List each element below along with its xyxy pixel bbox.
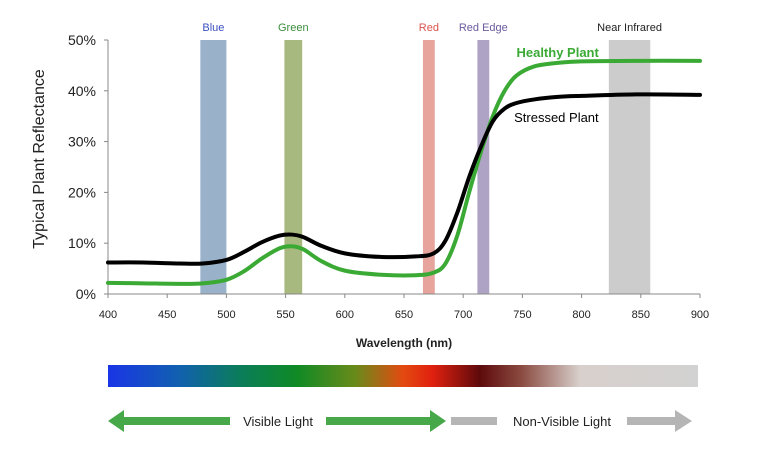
x-axis-label: Wavelength (nm) bbox=[356, 336, 452, 350]
band-label-red: Red bbox=[419, 22, 439, 34]
x-tick-label: 800 bbox=[572, 309, 590, 321]
spectrum-bar bbox=[108, 365, 698, 387]
band-red-edge bbox=[477, 40, 490, 294]
visible-arrow-shaft-left bbox=[122, 417, 230, 425]
nonvisible-arrow-shaft-left bbox=[451, 417, 497, 425]
visible-arrow-shaft-right bbox=[326, 417, 432, 425]
visible-light-label: Visible Light bbox=[243, 414, 313, 429]
y-tick-label: 30% bbox=[68, 134, 96, 150]
y-tick-label: 50% bbox=[68, 32, 96, 48]
band-green bbox=[284, 40, 303, 294]
band-labels: Blue Green Red Red Edge Near Infrared bbox=[202, 22, 662, 34]
band-label-green: Green bbox=[278, 22, 309, 34]
band-label-red-edge: Red Edge bbox=[459, 22, 508, 34]
series-label-healthy-plant: Healthy Plant bbox=[516, 45, 599, 60]
band-label-blue: Blue bbox=[202, 22, 224, 34]
y-tick-label: 0% bbox=[76, 286, 96, 302]
band-label-near-infrared: Near Infrared bbox=[597, 22, 662, 34]
nonvisible-arrow-shaft-right bbox=[627, 417, 677, 425]
spectral-bands bbox=[200, 40, 651, 294]
y-axis-label: Typical Plant Reflectance bbox=[31, 69, 48, 249]
visible-arrow-head-right bbox=[430, 410, 446, 432]
visible-arrow-head-left bbox=[108, 410, 124, 432]
series-lines bbox=[106, 58, 702, 286]
x-tick-label: 400 bbox=[99, 309, 117, 321]
series-labels: Healthy Plant Stressed Plant bbox=[514, 45, 599, 125]
y-tick-label: 40% bbox=[68, 83, 96, 99]
series-line-healthy-plant bbox=[106, 58, 702, 286]
x-tick-label: 450 bbox=[158, 309, 176, 321]
x-tick-label: 650 bbox=[395, 309, 413, 321]
nonvisible-arrow-head bbox=[675, 410, 692, 432]
x-tick-label: 900 bbox=[691, 309, 709, 321]
x-tick-label: 700 bbox=[454, 309, 472, 321]
x-tick-label: 500 bbox=[217, 309, 235, 321]
series-label-stressed-plant: Stressed Plant bbox=[514, 110, 599, 125]
band-red bbox=[422, 40, 435, 294]
band-blue bbox=[200, 40, 227, 294]
x-tick-label: 600 bbox=[336, 309, 354, 321]
x-tick-label: 850 bbox=[632, 309, 650, 321]
light-arrows: Visible Light Non-Visible Light bbox=[108, 410, 692, 432]
y-tick-label: 20% bbox=[68, 184, 96, 200]
series-line-stressed-plant bbox=[106, 92, 702, 266]
band-near-infrared bbox=[608, 40, 651, 294]
axes: 0% 10% 20% 30% 40% 50% 400 450 500 550 600 650 700 75… bbox=[31, 32, 709, 350]
y-tick-label: 10% bbox=[68, 235, 96, 251]
x-tick-label: 550 bbox=[276, 309, 294, 321]
spectrum-gradient bbox=[108, 365, 698, 387]
nonvisible-light-label: Non-Visible Light bbox=[513, 414, 611, 429]
x-tick-label: 750 bbox=[513, 309, 531, 321]
